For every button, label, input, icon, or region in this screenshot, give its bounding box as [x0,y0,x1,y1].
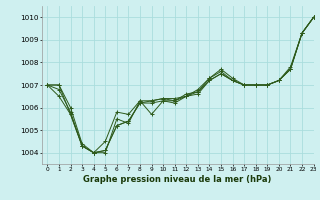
X-axis label: Graphe pression niveau de la mer (hPa): Graphe pression niveau de la mer (hPa) [84,175,272,184]
